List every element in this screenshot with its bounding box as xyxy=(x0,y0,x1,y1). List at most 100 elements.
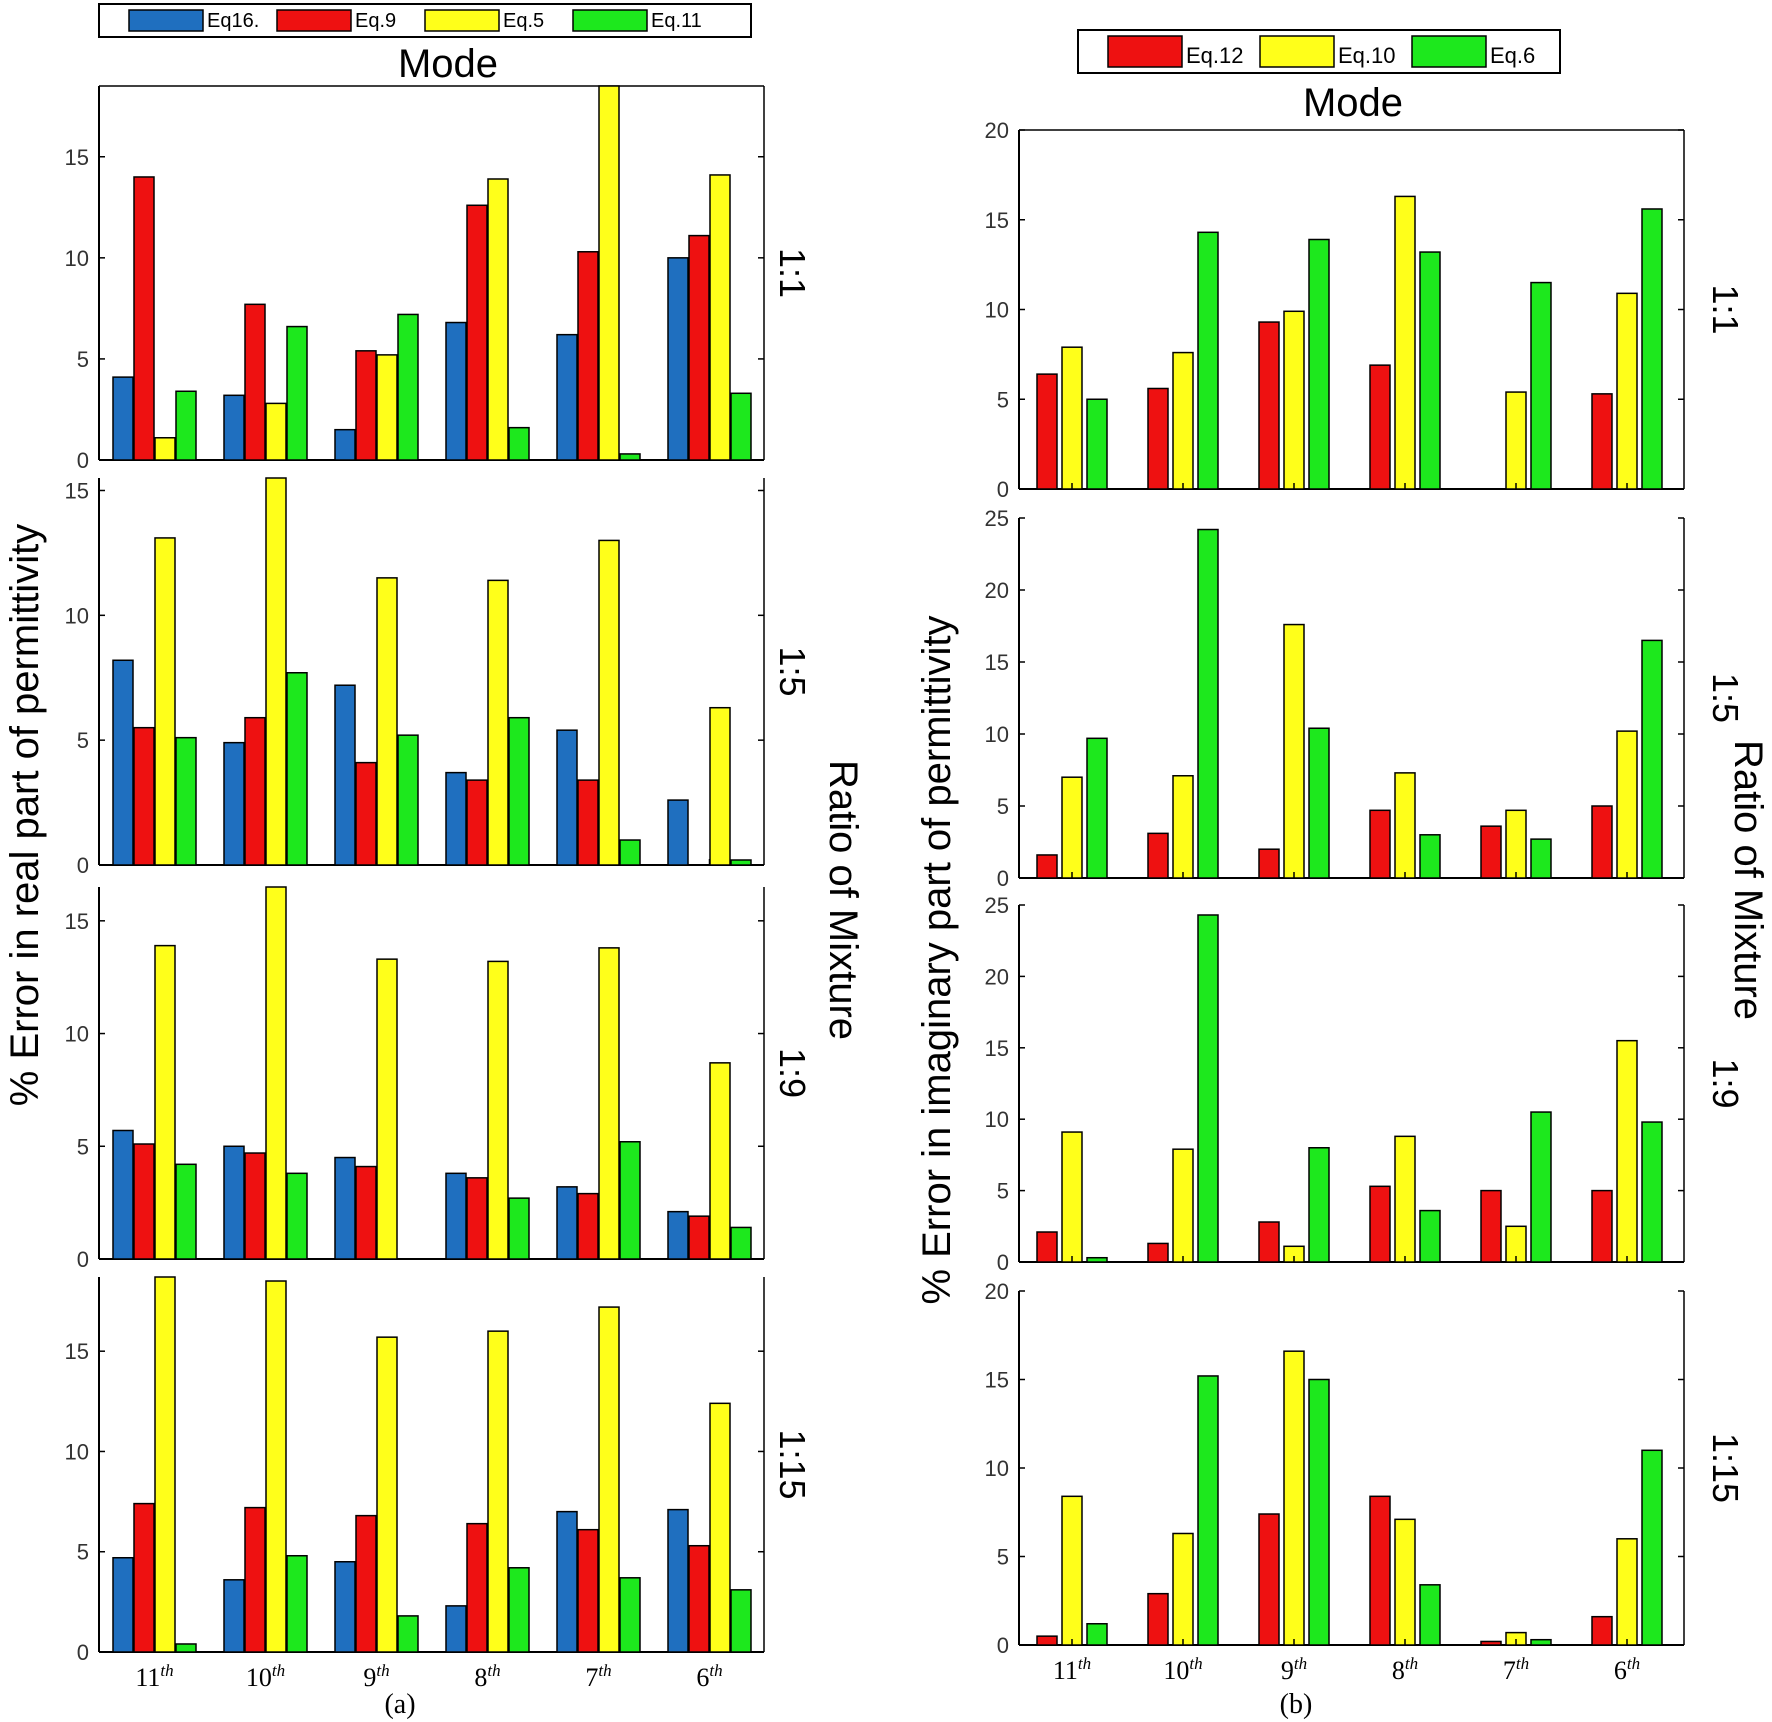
bar xyxy=(286,1554,308,1653)
y-tick-label: 10 xyxy=(985,1107,1009,1132)
y-tick-label: 10 xyxy=(985,1456,1009,1481)
legend-swatch xyxy=(276,9,352,32)
bar xyxy=(175,1643,197,1653)
legend: Eq.12 Eq.10 Eq.6 xyxy=(1077,29,1561,74)
bar xyxy=(1394,1518,1416,1646)
ratio-label: 1:9 xyxy=(1705,1058,1746,1108)
bar xyxy=(619,1141,641,1260)
bar xyxy=(1394,1135,1416,1263)
bar xyxy=(667,1210,689,1260)
bar xyxy=(1480,1640,1502,1646)
y-tick-label: 10 xyxy=(65,1022,89,1047)
y-tick-label: 25 xyxy=(985,893,1009,918)
y-tick-label: 15 xyxy=(65,909,89,934)
x-tick-superscript: th xyxy=(1627,1654,1640,1673)
bar xyxy=(244,1152,266,1260)
bar xyxy=(445,1605,467,1653)
bar xyxy=(112,376,134,461)
y-tick-label: 0 xyxy=(997,1250,1009,1275)
x-tick-number: 6 xyxy=(1614,1656,1627,1685)
bar xyxy=(1530,838,1552,879)
bar xyxy=(334,684,356,866)
bar xyxy=(376,354,398,461)
ratio-label: 1:5 xyxy=(1705,673,1746,723)
bar xyxy=(1283,310,1305,490)
x-tick-number: 11 xyxy=(1053,1656,1078,1685)
y-tick-label: 0 xyxy=(997,1633,1009,1658)
y-tick-label: 0 xyxy=(997,866,1009,891)
bar xyxy=(1147,832,1169,879)
bar xyxy=(508,1197,530,1260)
legend: Eq16. Eq.9 Eq.5 Eq.11 xyxy=(98,3,752,38)
ratio-label: 1:15 xyxy=(1705,1433,1746,1503)
bar xyxy=(1197,1375,1219,1646)
y-tick-label: 20 xyxy=(985,578,1009,603)
bar xyxy=(730,392,752,461)
bar xyxy=(223,1145,245,1260)
bar xyxy=(1530,1638,1552,1646)
bar xyxy=(1147,1592,1169,1646)
bar xyxy=(112,1556,134,1653)
y-tick-label: 15 xyxy=(985,1036,1009,1061)
bar xyxy=(397,1615,419,1653)
bar xyxy=(1258,1221,1280,1263)
bar xyxy=(598,85,620,461)
bar xyxy=(1086,1256,1108,1263)
bar xyxy=(688,234,710,461)
x-tick-superscript: th xyxy=(598,1661,611,1680)
bar xyxy=(1369,1185,1391,1263)
y-tick-label: 15 xyxy=(985,1368,1009,1393)
bar xyxy=(1480,1189,1502,1263)
bar xyxy=(265,402,287,461)
bar xyxy=(598,1306,620,1653)
bar xyxy=(709,1062,731,1260)
x-tick-label: 9th xyxy=(363,1661,389,1692)
bar xyxy=(667,1508,689,1653)
bar xyxy=(133,726,155,866)
bar xyxy=(244,716,266,866)
bar xyxy=(1641,208,1663,490)
bar xyxy=(112,1129,134,1260)
bar xyxy=(1616,1538,1638,1646)
x-tick-superscript: th xyxy=(1294,1654,1307,1673)
bar xyxy=(1197,231,1219,490)
bar xyxy=(709,174,731,461)
bar xyxy=(1505,809,1527,879)
y-tick-label: 5 xyxy=(77,1134,89,1159)
x-tick-label: 11th xyxy=(135,1661,173,1692)
legend-label: Eq16. xyxy=(207,10,259,32)
y-tick-label: 15 xyxy=(985,650,1009,675)
ratio-label: 1:1 xyxy=(1705,284,1746,334)
bar xyxy=(688,1215,710,1260)
bar xyxy=(1641,1121,1663,1263)
bar xyxy=(286,1172,308,1260)
bar xyxy=(355,350,377,461)
x-tick-superscript: th xyxy=(487,1661,500,1680)
bar xyxy=(1308,727,1330,879)
bar xyxy=(244,1506,266,1653)
bar xyxy=(1480,825,1502,879)
bar xyxy=(1086,737,1108,879)
bar xyxy=(508,1567,530,1653)
bar xyxy=(1086,1623,1108,1646)
bar xyxy=(223,1579,245,1653)
y-tick-label: 10 xyxy=(65,1439,89,1464)
bar xyxy=(466,1177,488,1260)
bar xyxy=(1591,805,1613,879)
bar xyxy=(1172,775,1194,879)
bar xyxy=(1258,1513,1280,1646)
bar xyxy=(577,1528,599,1653)
x-tick-label: 10th xyxy=(1163,1654,1202,1685)
x-tick-superscript: th xyxy=(272,1661,285,1680)
bar xyxy=(466,779,488,866)
bar xyxy=(1197,914,1219,1263)
bar xyxy=(1419,1209,1441,1263)
x-tick-superscript: th xyxy=(160,1661,173,1680)
bar xyxy=(397,313,419,461)
ratio-label: 1:9 xyxy=(772,1048,813,1098)
bar xyxy=(265,886,287,1260)
legend-label: Eq.12 xyxy=(1186,43,1244,68)
bar xyxy=(556,1186,578,1260)
bar xyxy=(1258,848,1280,879)
